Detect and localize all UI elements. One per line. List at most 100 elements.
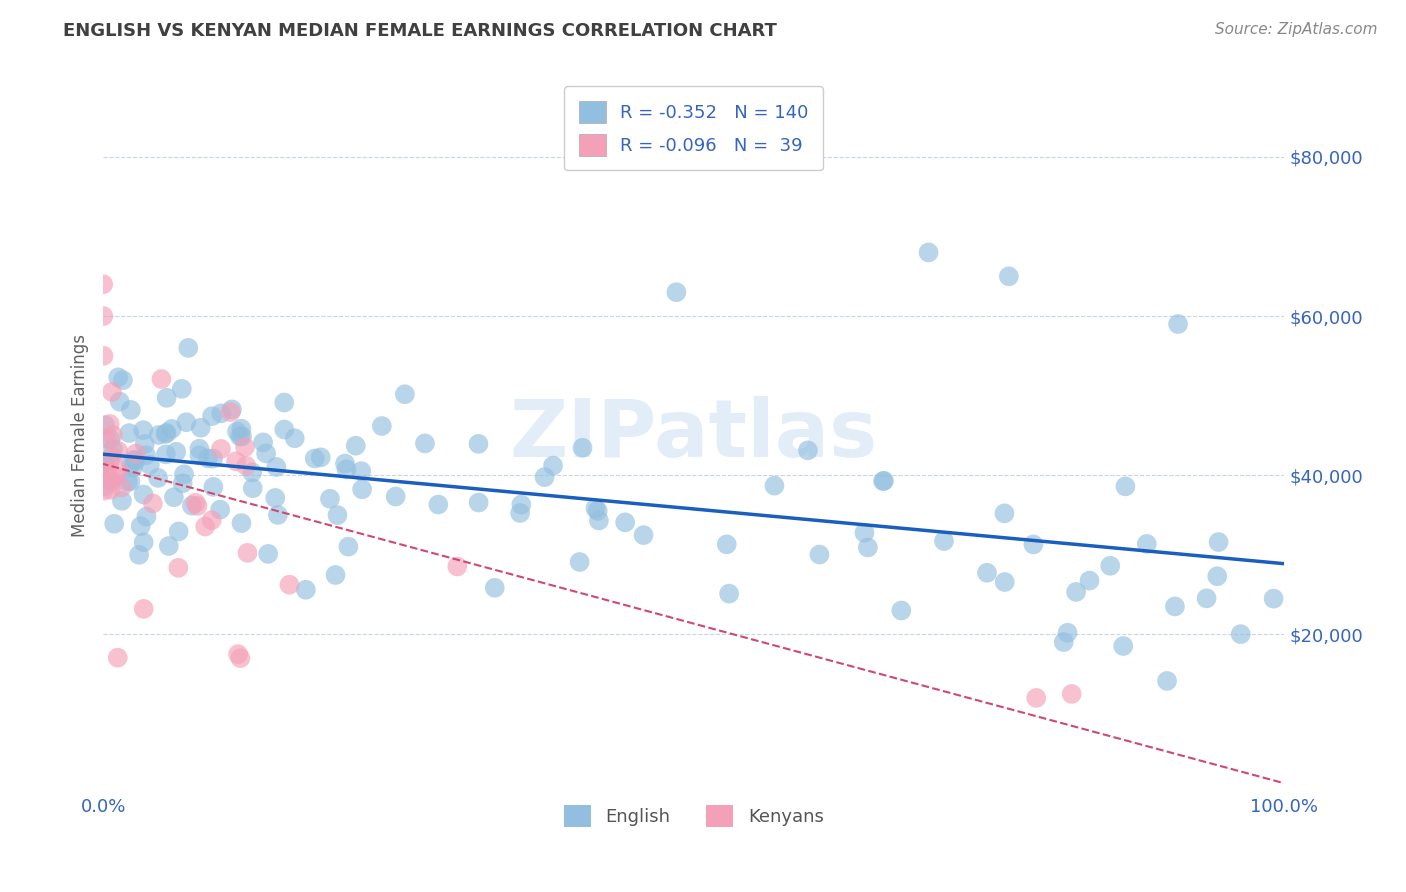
Point [1060, 687, 1083, 701]
Point [190, 421, 212, 435]
Point [226, 425, 249, 439]
Point [808, 548, 831, 562]
Point [167, 561, 190, 575]
Point [1112, 639, 1135, 653]
Point [101, 384, 124, 399]
Point [132, 535, 155, 549]
Point [122, 460, 145, 475]
Point [1156, 673, 1178, 688]
Point [350, 464, 373, 478]
Point [467, 437, 489, 451]
Point [229, 651, 252, 665]
Point [413, 436, 436, 450]
Point [91, 277, 114, 292]
Point [665, 285, 688, 300]
Point [976, 566, 998, 580]
Point [571, 441, 593, 455]
Point [1164, 599, 1187, 614]
Point [110, 480, 132, 494]
Point [118, 425, 141, 440]
Point [236, 546, 259, 560]
Point [98, 417, 121, 431]
Point [257, 547, 280, 561]
Point [160, 422, 183, 436]
Point [427, 498, 450, 512]
Point [202, 480, 225, 494]
Point [155, 425, 177, 440]
Point [533, 470, 555, 484]
Point [484, 581, 506, 595]
Point [284, 431, 307, 445]
Point [994, 574, 1017, 589]
Point [176, 415, 198, 429]
Point [163, 490, 186, 504]
Point [181, 499, 204, 513]
Point [1099, 558, 1122, 573]
Point [157, 539, 180, 553]
Point [319, 491, 342, 506]
Legend: English, Kenyans: English, Kenyans [557, 798, 831, 834]
Point [233, 440, 256, 454]
Point [107, 444, 129, 458]
Point [586, 504, 609, 518]
Point [509, 506, 531, 520]
Point [201, 409, 224, 423]
Point [93, 457, 115, 471]
Point [384, 490, 406, 504]
Point [120, 458, 142, 472]
Point [614, 516, 637, 530]
Point [588, 513, 610, 527]
Point [155, 447, 177, 461]
Point [93, 483, 115, 498]
Point [583, 501, 606, 516]
Point [100, 474, 122, 488]
Point [188, 442, 211, 456]
Point [763, 478, 786, 492]
Point [100, 483, 122, 497]
Point [209, 406, 232, 420]
Point [446, 559, 468, 574]
Point [1195, 591, 1218, 606]
Point [337, 540, 360, 554]
Point [107, 462, 129, 476]
Point [1136, 537, 1159, 551]
Point [197, 451, 219, 466]
Point [132, 487, 155, 501]
Point [797, 443, 820, 458]
Point [98, 455, 121, 469]
Point [394, 387, 416, 401]
Point [132, 423, 155, 437]
Point [872, 474, 894, 488]
Point [1114, 479, 1136, 493]
Point [219, 405, 242, 419]
Point [718, 587, 741, 601]
Text: ENGLISH VS KENYAN MEDIAN FEMALE EARNINGS CORRELATION CHART: ENGLISH VS KENYAN MEDIAN FEMALE EARNINGS… [63, 22, 778, 40]
Point [167, 524, 190, 539]
Point [101, 427, 124, 442]
Point [101, 473, 124, 487]
Point [101, 450, 124, 464]
Point [209, 442, 232, 456]
Point [231, 516, 253, 530]
Point [202, 451, 225, 466]
Point [932, 534, 955, 549]
Point [93, 464, 115, 478]
Point [201, 513, 224, 527]
Point [264, 491, 287, 505]
Point [148, 428, 170, 442]
Point [1167, 317, 1189, 331]
Point [252, 435, 274, 450]
Text: Source: ZipAtlas.com: Source: ZipAtlas.com [1215, 22, 1378, 37]
Point [309, 450, 332, 465]
Point [94, 456, 117, 470]
Point [221, 402, 243, 417]
Point [128, 548, 150, 562]
Y-axis label: Median Female Earnings: Median Female Earnings [72, 334, 89, 537]
Point [98, 433, 121, 447]
Point [170, 382, 193, 396]
Point [150, 372, 173, 386]
Point [155, 426, 177, 441]
Point [104, 468, 127, 483]
Point [917, 245, 939, 260]
Point [120, 475, 142, 489]
